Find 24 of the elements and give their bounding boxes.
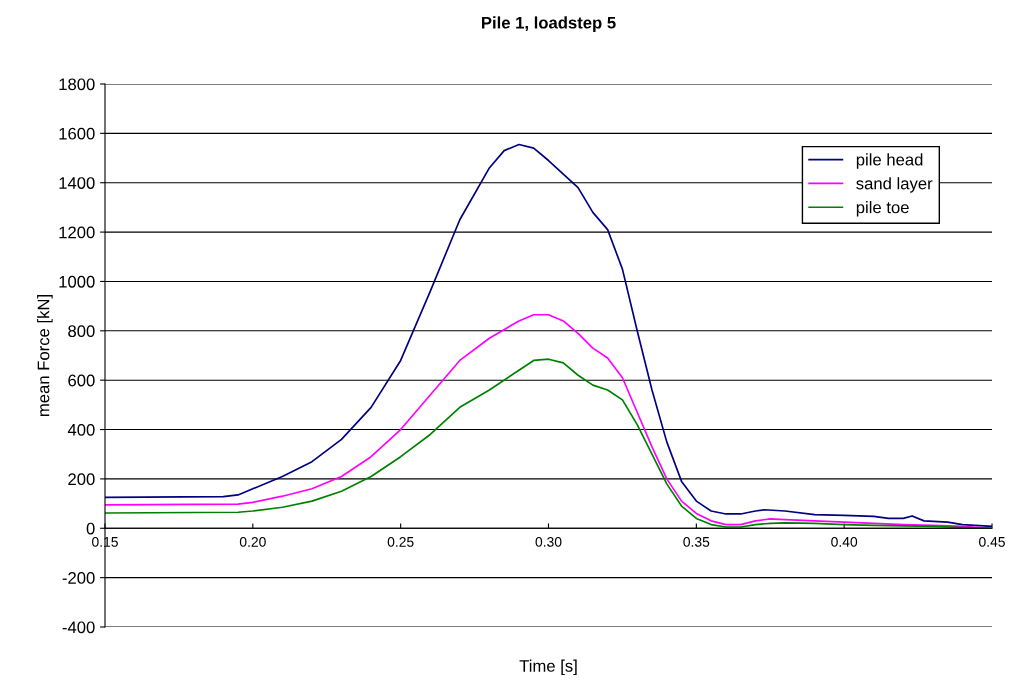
legend-label: pile toe xyxy=(856,201,909,217)
x-tick-label: 0.40 xyxy=(831,536,858,547)
x-tick-label: 0.20 xyxy=(239,536,266,547)
y-axis-title: mean Force [kN] xyxy=(37,295,53,416)
y-tick-label: 1600 xyxy=(59,127,95,140)
x-tick-label: 0.45 xyxy=(979,536,1005,547)
y-tick-label: -400 xyxy=(62,621,95,634)
y-tick-label: 0 xyxy=(86,522,95,535)
y-tick-label: 600 xyxy=(68,374,95,387)
y-tick-label: 800 xyxy=(68,325,95,338)
y-tick-label: -200 xyxy=(62,572,95,584)
y-tick-label: 1800 xyxy=(59,78,95,91)
y-tick-label: 400 xyxy=(67,423,95,436)
x-tick-label: 0.30 xyxy=(535,536,562,547)
x-tick-label: 0.25 xyxy=(387,536,414,547)
y-tick-label: 1400 xyxy=(59,177,95,189)
chart-title: Pile 1, loadstep 5 xyxy=(482,16,616,32)
y-tick-label: 200 xyxy=(68,473,95,486)
y-tick-label: 1000 xyxy=(59,275,95,288)
x-axis-title: Time [s] xyxy=(519,659,577,676)
legend-label: sand layer xyxy=(856,177,933,193)
y-tick-label: 1200 xyxy=(59,226,95,239)
legend-label: pile head xyxy=(856,153,923,169)
x-tick-label: 0.35 xyxy=(683,536,710,547)
